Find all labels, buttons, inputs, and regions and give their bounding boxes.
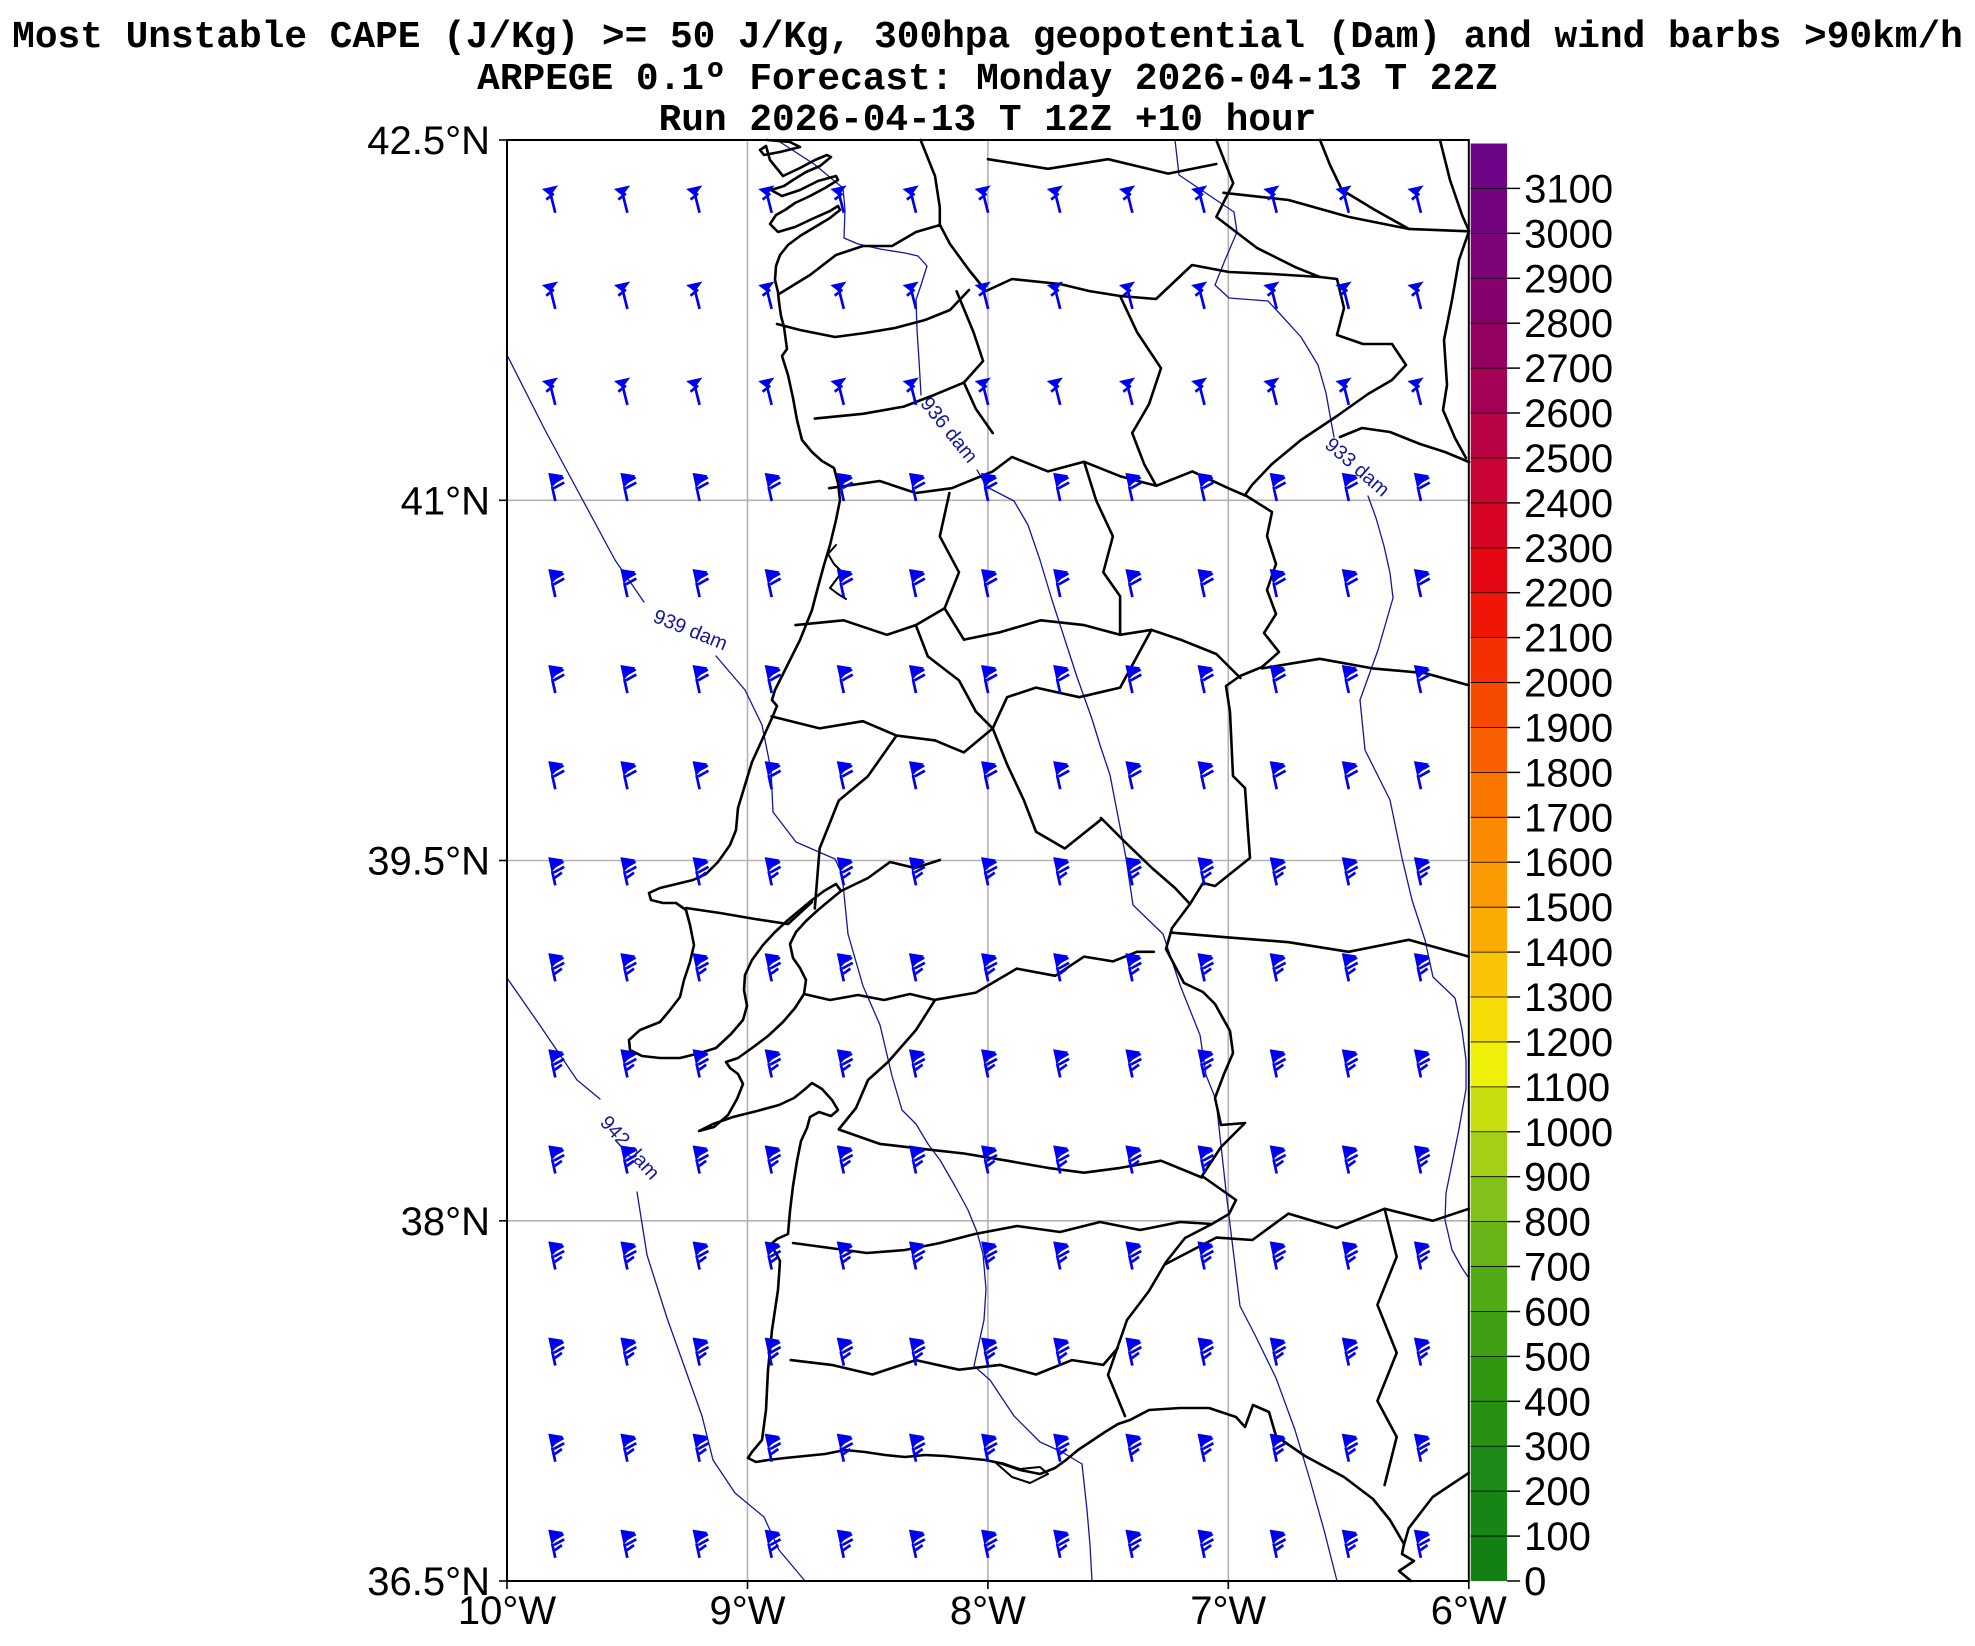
svg-text:2000: 2000 bbox=[1524, 662, 1613, 706]
svg-text:41°N: 41°N bbox=[401, 479, 490, 523]
svg-text:6°W: 6°W bbox=[1431, 1589, 1507, 1633]
svg-text:939 dam: 939 dam bbox=[650, 606, 730, 656]
svg-text:38°N: 38°N bbox=[401, 1200, 490, 1244]
svg-text:2300: 2300 bbox=[1524, 527, 1613, 571]
svg-text:1500: 1500 bbox=[1524, 886, 1613, 930]
svg-text:933 dam: 933 dam bbox=[1320, 434, 1393, 502]
svg-text:200: 200 bbox=[1524, 1470, 1591, 1514]
svg-text:2200: 2200 bbox=[1524, 572, 1613, 616]
svg-text:2800: 2800 bbox=[1524, 302, 1613, 346]
svg-text:3100: 3100 bbox=[1524, 167, 1613, 211]
svg-text:1000: 1000 bbox=[1524, 1111, 1613, 1155]
svg-text:936 dam: 936 dam bbox=[916, 393, 982, 467]
svg-text:1900: 1900 bbox=[1524, 707, 1613, 751]
svg-text:100: 100 bbox=[1524, 1515, 1591, 1559]
svg-text:2700: 2700 bbox=[1524, 347, 1613, 391]
svg-text:800: 800 bbox=[1524, 1201, 1591, 1245]
svg-text:1200: 1200 bbox=[1524, 1021, 1613, 1065]
svg-text:300: 300 bbox=[1524, 1425, 1591, 1469]
svg-text:39.5°N: 39.5°N bbox=[367, 840, 490, 884]
svg-text:1100: 1100 bbox=[1524, 1066, 1610, 1110]
svg-text:36.5°N: 36.5°N bbox=[367, 1560, 490, 1604]
svg-text:9°W: 9°W bbox=[710, 1589, 786, 1633]
svg-text:42.5°N: 42.5°N bbox=[367, 119, 490, 163]
svg-text:2100: 2100 bbox=[1524, 617, 1613, 661]
svg-text:1400: 1400 bbox=[1524, 931, 1613, 975]
svg-text:0: 0 bbox=[1524, 1560, 1546, 1604]
svg-text:2900: 2900 bbox=[1524, 257, 1613, 301]
svg-text:700: 700 bbox=[1524, 1246, 1591, 1290]
svg-text:1300: 1300 bbox=[1524, 976, 1613, 1020]
svg-text:10°W: 10°W bbox=[458, 1589, 556, 1633]
svg-text:1800: 1800 bbox=[1524, 751, 1613, 795]
svg-text:400: 400 bbox=[1524, 1380, 1591, 1424]
svg-text:2500: 2500 bbox=[1524, 437, 1613, 481]
svg-text:8°W: 8°W bbox=[950, 1589, 1026, 1633]
svg-text:500: 500 bbox=[1524, 1335, 1591, 1379]
svg-text:2400: 2400 bbox=[1524, 482, 1613, 526]
svg-text:3000: 3000 bbox=[1524, 212, 1613, 256]
svg-text:1600: 1600 bbox=[1524, 841, 1613, 885]
svg-text:600: 600 bbox=[1524, 1291, 1591, 1335]
svg-text:1700: 1700 bbox=[1524, 796, 1613, 840]
svg-text:7°W: 7°W bbox=[1190, 1589, 1266, 1633]
svg-text:900: 900 bbox=[1524, 1156, 1591, 1200]
svg-text:2600: 2600 bbox=[1524, 392, 1613, 436]
